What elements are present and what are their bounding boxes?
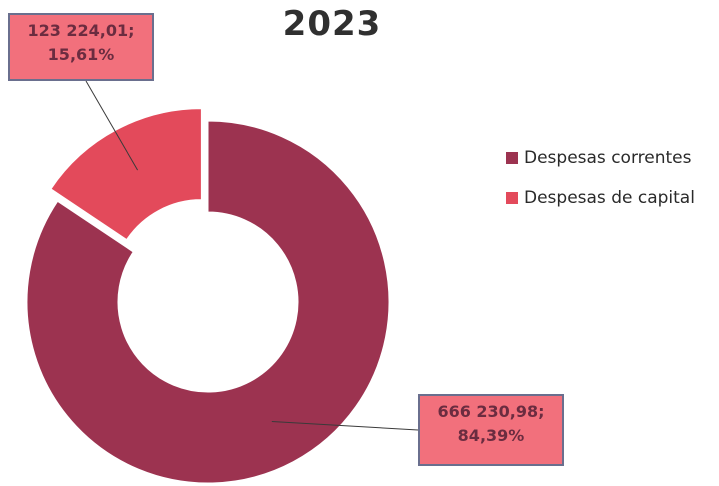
legend-swatch: [506, 192, 518, 204]
data-label-despesas-de-capital: 123 224,01; 15,61%: [8, 13, 154, 81]
data-label-percent: 84,39%: [457, 426, 525, 445]
leader-line: [85, 80, 139, 171]
legend-item-despesas-correntes: Despesas correntes: [506, 145, 695, 171]
leader-line: [271, 421, 419, 431]
legend-item-despesas-de-capital: Despesas de capital: [506, 185, 695, 211]
legend: Despesas correntes Despesas de capital: [506, 145, 695, 225]
data-label-percent: 15,61%: [47, 45, 115, 64]
data-label-value: 666 230,98;: [437, 402, 545, 421]
slice-despesas-correntes: [26, 120, 390, 484]
legend-swatch: [506, 152, 518, 164]
data-label-despesas-correntes: 666 230,98; 84,39%: [418, 394, 564, 466]
data-label-value: 123 224,01;: [27, 21, 135, 40]
chart-title: 2023: [282, 4, 382, 44]
legend-label: Despesas correntes: [524, 148, 692, 168]
legend-label: Despesas de capital: [524, 188, 695, 208]
slice-despesas-de-capital: [50, 108, 202, 241]
